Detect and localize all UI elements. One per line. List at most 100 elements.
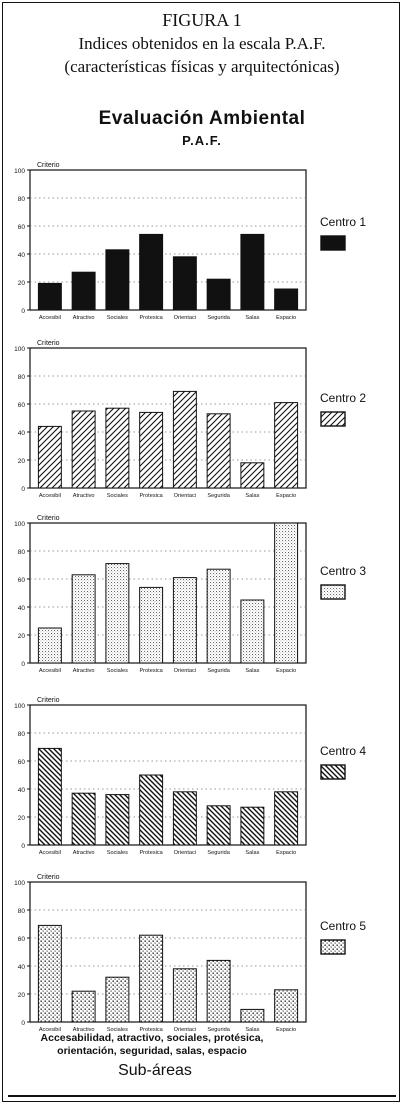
- y-tick-label: 60: [18, 402, 26, 409]
- x-axis-title: Sub-áreas: [118, 1062, 192, 1079]
- bar-3: [105, 794, 130, 846]
- chart-centro-2: 0 20 40 60 80 100 Criterio Accesibil Atractivo So…: [14, 340, 366, 499]
- legend-swatch: [320, 584, 346, 600]
- y-tick-label: 40: [18, 964, 26, 971]
- x-tick-label: Protesica: [139, 1027, 163, 1033]
- subareas-note-line1: Accesabilidad, atractivo, sociales, prot…: [40, 1032, 264, 1044]
- bar-2: [71, 792, 96, 846]
- chart-group-subtitle: P.A.F.: [182, 133, 222, 148]
- plot-frame: [29, 881, 307, 1023]
- bar-6: [206, 805, 231, 846]
- bar-6: [206, 413, 231, 489]
- bar-8: [274, 402, 299, 489]
- bar-5: [172, 968, 197, 1023]
- y-tick-label: 80: [18, 549, 26, 556]
- bottom-rule: [8, 1095, 396, 1097]
- bar-2: [71, 574, 96, 664]
- bar-1: [37, 282, 62, 311]
- bar-2: [71, 271, 96, 311]
- bar-8: [274, 522, 299, 664]
- y-tick-label: 20: [18, 992, 26, 999]
- x-tick-label: Salas: [245, 1027, 259, 1033]
- x-tick-label: Espacio: [276, 493, 296, 499]
- x-tick-label: Segurida: [207, 1027, 230, 1033]
- y-tick-label: 80: [18, 374, 26, 381]
- bar-1: [37, 627, 62, 664]
- x-tick-label: Atractivo: [73, 1027, 95, 1033]
- x-tick-label: Accesibil: [39, 1027, 61, 1033]
- x-tick-label: Sociales: [107, 668, 128, 674]
- y-tick-label: 0: [21, 661, 25, 668]
- y-tick-label: 80: [18, 731, 26, 738]
- y-tick-label: 20: [18, 815, 26, 822]
- y-tick-label: 0: [21, 486, 25, 493]
- y-axis-label: Criterio: [37, 697, 60, 704]
- legend-label: Centro 2: [320, 391, 366, 405]
- bar-4: [139, 586, 164, 664]
- bar-7: [240, 806, 265, 846]
- y-axis-label: Criterio: [37, 162, 60, 169]
- bar-4: [139, 934, 164, 1023]
- y-tick-label: 20: [18, 458, 26, 465]
- figure-title: FIGURA 1: [162, 10, 242, 30]
- chart-centro-1: 0 20 40 60 80 100 Criterio Accesibil Atractivo So…: [14, 162, 366, 321]
- x-tick-label: Sociales: [107, 493, 128, 499]
- y-tick-label: 80: [18, 908, 26, 915]
- plot-frame: [29, 522, 307, 664]
- bar-5: [172, 577, 197, 664]
- y-tick-label: 60: [18, 577, 26, 584]
- bar-4: [139, 774, 164, 846]
- y-tick-label: 0: [21, 1020, 25, 1027]
- x-tick-label: Atractivo: [73, 668, 95, 674]
- y-tick-label: 100: [14, 880, 25, 887]
- y-tick-label: 40: [18, 787, 26, 794]
- x-tick-label: Segurida: [207, 493, 230, 499]
- y-tick-label: 40: [18, 605, 26, 612]
- bar-6: [206, 278, 231, 311]
- x-tick-label: Espacio: [276, 850, 296, 856]
- plot-frame: [29, 169, 307, 311]
- x-tick-label: Protesica: [139, 668, 163, 674]
- bar-2: [71, 990, 96, 1023]
- bar-1: [37, 924, 62, 1023]
- chart-centro-3: 0 20 40 60 80 100 Criterio Accesibil Atractivo So…: [14, 515, 366, 674]
- chart-centro-5: 0 20 40 60 80 100 Criterio Accesibil Atractivo So…: [14, 874, 366, 1033]
- bar-5: [172, 791, 197, 846]
- y-tick-label: 20: [18, 280, 26, 287]
- subareas-note: Accesabilidad, atractivo, sociales, prot…: [20, 1032, 284, 1058]
- bar-2: [71, 410, 96, 489]
- x-tick-label: Salas: [245, 315, 259, 321]
- y-tick-label: 0: [21, 308, 25, 315]
- figure-subtitle-line1: Indices obtenidos en la escala P.A.F.: [78, 34, 326, 53]
- y-tick-label: 60: [18, 936, 26, 943]
- chart-group-title: Evaluación Ambiental: [98, 108, 306, 129]
- bar-3: [105, 249, 130, 311]
- bar-7: [240, 233, 265, 311]
- y-tick-label: 100: [14, 168, 25, 175]
- y-tick-label: 40: [18, 430, 26, 437]
- plot-frame: [29, 704, 307, 846]
- legend-swatch: [320, 764, 346, 780]
- x-tick-label: Sociales: [107, 1027, 128, 1033]
- x-tick-label: Segurida: [207, 850, 230, 856]
- y-axis-label: Criterio: [37, 515, 60, 522]
- y-tick-label: 20: [18, 633, 26, 640]
- y-axis-label: Criterio: [37, 340, 60, 347]
- y-tick-label: 60: [18, 224, 26, 231]
- bar-3: [105, 407, 130, 489]
- x-tick-label: Protesica: [139, 493, 163, 499]
- legend-swatch: [320, 235, 346, 251]
- legend-swatch: [320, 411, 346, 427]
- x-tick-label: Sociales: [107, 850, 128, 856]
- plot-frame: [29, 347, 307, 489]
- bar-5: [172, 256, 197, 311]
- figure-frame: [2, 2, 400, 1102]
- bar-1: [37, 747, 62, 846]
- x-tick-label: Accesibil: [39, 315, 61, 321]
- bar-4: [139, 411, 164, 489]
- legend-label: Centro 3: [320, 564, 366, 578]
- x-tick-label: Sociales: [107, 315, 128, 321]
- y-tick-label: 100: [14, 346, 25, 353]
- bar-8: [274, 288, 299, 311]
